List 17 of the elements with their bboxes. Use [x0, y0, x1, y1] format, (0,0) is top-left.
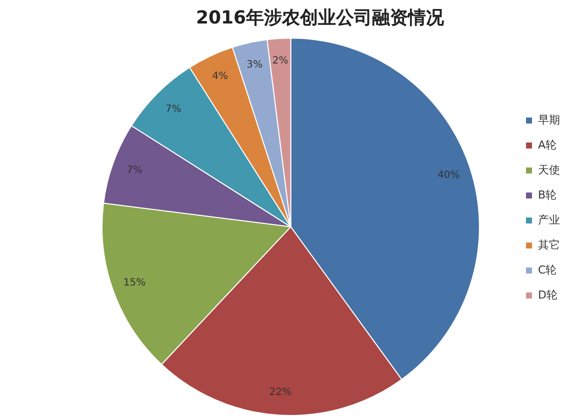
chart-title: 2016年涉农创业公司融资情况	[196, 7, 446, 28]
data-label: 7%	[165, 104, 182, 115]
data-label: 3%	[246, 59, 262, 70]
data-label: 4%	[212, 71, 228, 82]
data-label: 22%	[269, 387, 292, 398]
legend-label: B轮	[538, 188, 557, 202]
legend-label: C轮	[538, 263, 557, 276]
legend-label: A轮	[538, 138, 557, 152]
data-label: 15%	[123, 278, 146, 289]
data-label: 7%	[126, 165, 142, 176]
legend-label: D轮	[538, 288, 558, 302]
legend-label: 其它	[538, 238, 560, 252]
legend-label: 产业	[538, 213, 560, 226]
data-label: 2%	[272, 56, 288, 67]
legend-label: 早期	[538, 113, 560, 126]
legend-label: 天使	[538, 163, 560, 176]
data-label: 40%	[438, 170, 460, 182]
